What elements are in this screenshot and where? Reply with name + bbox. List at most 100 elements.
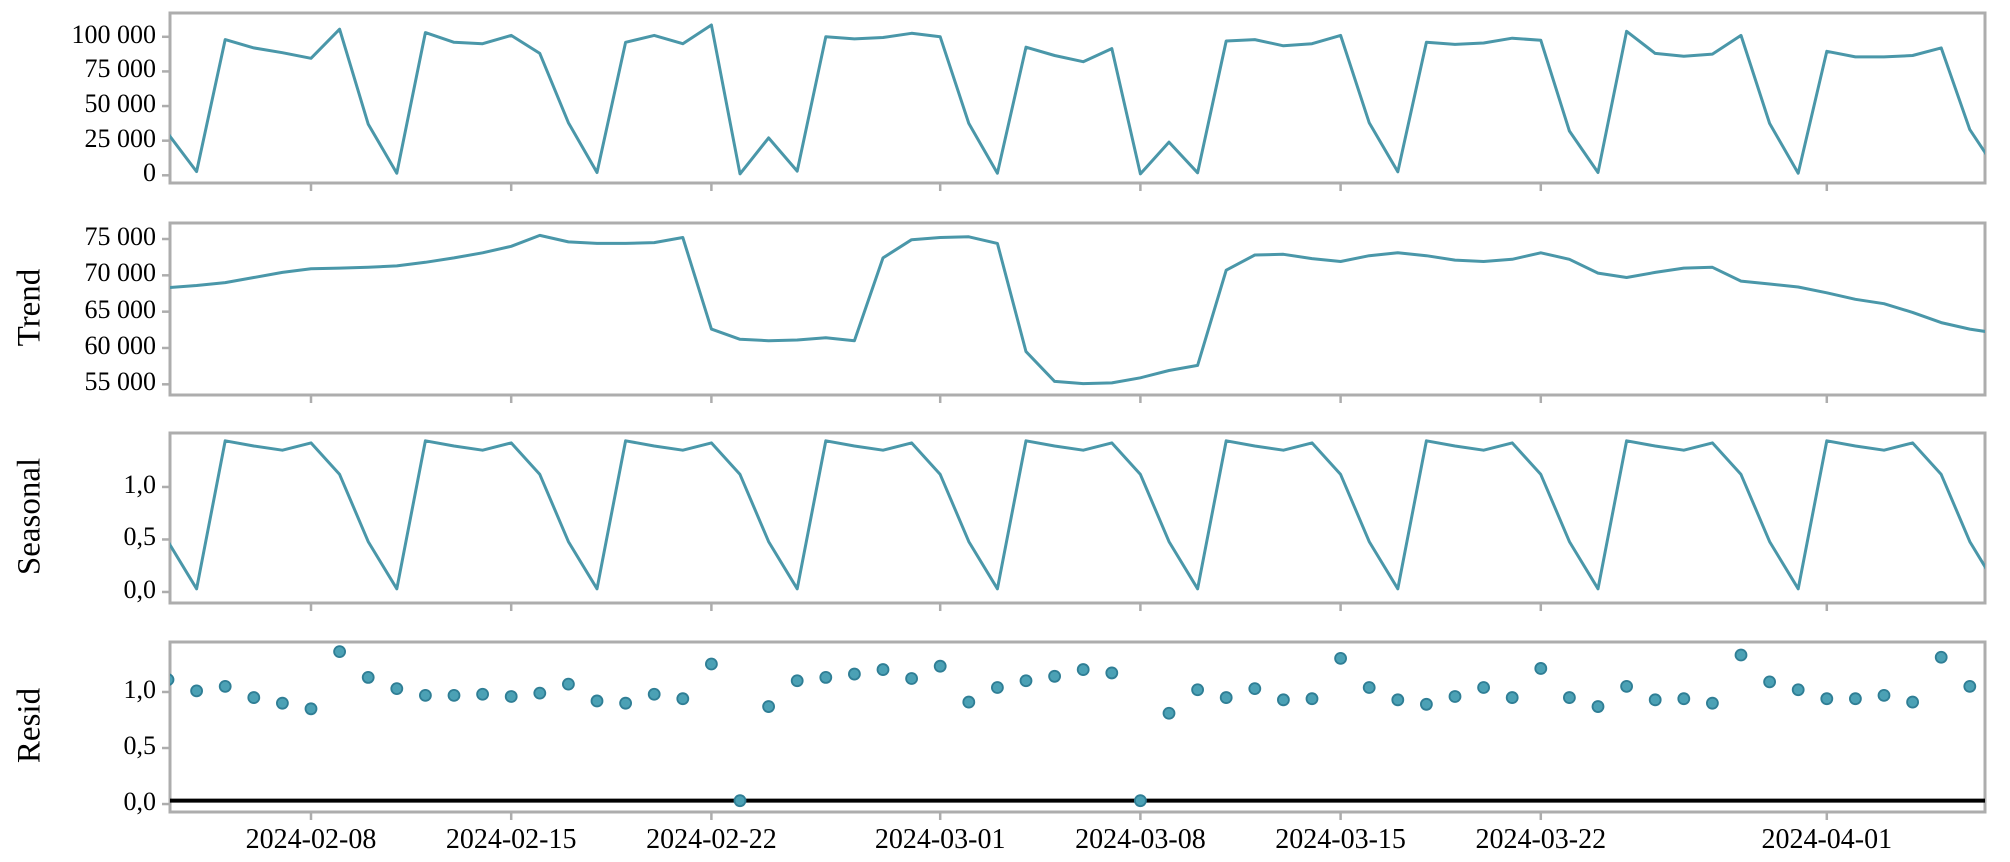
x-tick-label: 2024-02-15 bbox=[445, 824, 577, 855]
resid-point bbox=[1391, 693, 1405, 707]
resid-point bbox=[619, 696, 632, 710]
resid-point bbox=[933, 659, 947, 673]
panel-trend bbox=[162, 221, 1987, 403]
resid-point bbox=[1191, 683, 1204, 697]
x-tick-label: 2024-02-22 bbox=[646, 824, 777, 855]
resid-point bbox=[504, 690, 518, 703]
resid-point bbox=[562, 677, 575, 691]
trend-line bbox=[170, 233, 1985, 386]
resid-point bbox=[1019, 674, 1033, 688]
resid-point bbox=[1677, 692, 1691, 706]
y-tick-label: 100 000 bbox=[71, 19, 157, 49]
resid-point bbox=[247, 691, 261, 704]
x-tick-label: 2024-04-01 bbox=[1761, 824, 1893, 855]
panel-border bbox=[168, 431, 1987, 605]
y-tick-label: 60 000 bbox=[84, 330, 157, 360]
resid-point bbox=[1563, 691, 1576, 704]
resid-point bbox=[1820, 692, 1834, 706]
y-tick-label: 70 000 bbox=[84, 258, 157, 288]
resid-point bbox=[170, 673, 175, 686]
resid-point bbox=[876, 663, 890, 676]
resid-point bbox=[533, 686, 547, 700]
x-tick-label: 2024-03-22 bbox=[1475, 824, 1607, 855]
resid-point bbox=[1591, 700, 1605, 713]
resid-point bbox=[418, 688, 432, 702]
resid-point bbox=[275, 696, 289, 710]
x-tick-label: 2024-02-08 bbox=[245, 824, 377, 855]
resid-point bbox=[991, 681, 1004, 694]
resid-point bbox=[1420, 697, 1433, 711]
resid-point bbox=[1934, 650, 1948, 664]
panel-border bbox=[168, 11, 1987, 185]
resid-point bbox=[905, 672, 918, 685]
resid-point bbox=[705, 657, 718, 671]
resid-point bbox=[647, 687, 661, 701]
resid-point bbox=[590, 694, 604, 708]
panel-observed bbox=[162, 11, 1987, 191]
y-tick-label: 0,0 bbox=[123, 574, 157, 604]
resid-point bbox=[762, 700, 775, 713]
y-tick-label: 0,5 bbox=[123, 731, 157, 760]
y-tick-label: 0 bbox=[143, 158, 156, 188]
resid-point bbox=[1791, 683, 1805, 697]
resid-point bbox=[1448, 690, 1462, 703]
resid-point bbox=[1877, 688, 1891, 702]
y-tick-label: 75 000 bbox=[84, 54, 157, 84]
resid-point bbox=[790, 674, 804, 688]
resid-point bbox=[1134, 794, 1147, 808]
y-tick-label: 25 000 bbox=[84, 123, 157, 153]
resid-point bbox=[1334, 651, 1347, 665]
resid-point bbox=[1963, 679, 1977, 693]
resid-point bbox=[1993, 697, 2004, 708]
resid-point bbox=[1076, 663, 1090, 676]
x-tick-label: 2024-03-01 bbox=[874, 824, 1006, 855]
y-tick-label: 65 000 bbox=[84, 294, 157, 324]
y-tick-label: 0,5 bbox=[123, 522, 157, 552]
resid-point bbox=[1505, 691, 1519, 704]
resid-point bbox=[819, 671, 833, 684]
resid-point bbox=[1849, 692, 1862, 706]
resid-point bbox=[1048, 669, 1061, 683]
seasonal-line bbox=[170, 439, 1985, 591]
resid-point bbox=[1305, 692, 1319, 706]
y-tick-label: 75 000 bbox=[84, 221, 157, 251]
resid-point bbox=[1706, 696, 1719, 710]
resid-point bbox=[1162, 706, 1176, 720]
resid-point bbox=[733, 794, 747, 808]
resid-point bbox=[1477, 681, 1490, 694]
panel-border bbox=[168, 640, 1987, 814]
resid-point bbox=[1105, 666, 1119, 680]
resid-point bbox=[1906, 695, 1919, 709]
resid-point bbox=[476, 687, 490, 701]
resid-point bbox=[304, 702, 318, 716]
resid-point bbox=[361, 671, 375, 684]
observed-line bbox=[170, 23, 1985, 176]
resid-point bbox=[676, 692, 690, 706]
resid-point bbox=[848, 667, 861, 681]
y-tick-label: 1,0 bbox=[123, 469, 157, 499]
resid-point bbox=[1648, 693, 1662, 707]
resid-point bbox=[1277, 693, 1290, 707]
resid-point bbox=[1763, 675, 1776, 689]
x-tick-label: 2024-03-08 bbox=[1075, 824, 1206, 855]
panel-seasonal bbox=[162, 431, 1987, 611]
resid-axis-label: Resid bbox=[11, 687, 48, 764]
resid-point bbox=[1362, 681, 1376, 694]
resid-point bbox=[190, 684, 204, 698]
panel-resid bbox=[162, 640, 2004, 820]
resid-point bbox=[962, 695, 976, 709]
resid-point bbox=[1219, 691, 1233, 704]
resid-point bbox=[1620, 679, 1633, 693]
resid-point bbox=[333, 645, 347, 659]
x-tick-label: 2024-03-15 bbox=[1275, 824, 1406, 855]
resid-point bbox=[1248, 682, 1262, 696]
resid-point bbox=[390, 682, 404, 696]
y-tick-label: 0,0 bbox=[123, 787, 157, 817]
resid-point bbox=[218, 679, 232, 693]
resid-point bbox=[1734, 648, 1748, 662]
resid-point bbox=[447, 688, 461, 702]
y-tick-label: 50 000 bbox=[84, 89, 157, 119]
y-tick-label: 1,0 bbox=[123, 674, 157, 704]
